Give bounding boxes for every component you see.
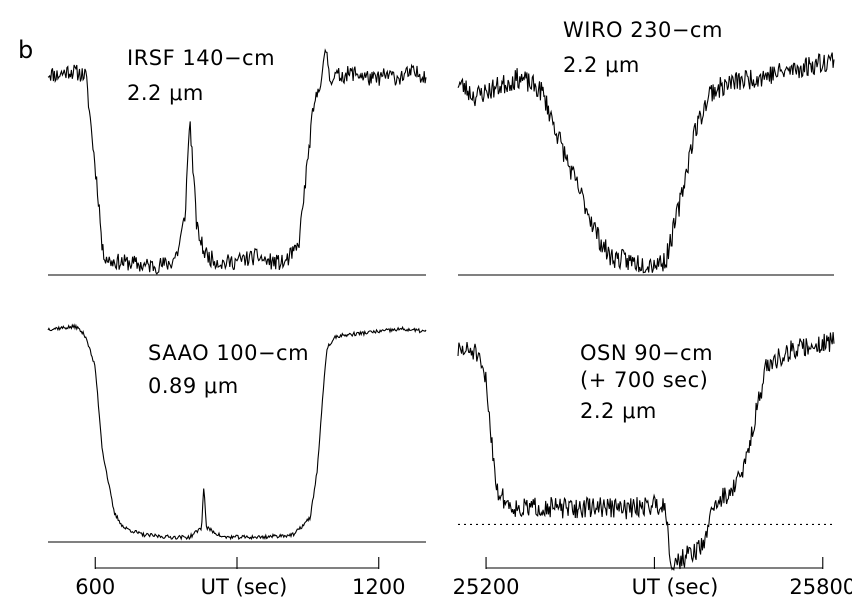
- saao-label-line-2: 0.89 μm: [148, 374, 239, 398]
- right-axis-title: UT (sec): [632, 575, 719, 599]
- osn-light-curve: [457, 332, 835, 572]
- wiro-label-line-1: WIRO 230−cm: [563, 18, 723, 42]
- left-axis-tick-label: 1200: [352, 575, 405, 599]
- left-axis-title: UT (sec): [201, 575, 288, 599]
- wiro-label-line-2: 2.2 μm: [563, 53, 640, 77]
- saao-light-curve: [47, 323, 427, 541]
- irsf-light-curve: [47, 48, 427, 275]
- panel-osn: OSN 90−cm (+ 700 sec) 2.2 μm: [457, 332, 835, 572]
- irsf-label-line-2: 2.2 μm: [127, 81, 204, 105]
- panel-letter: b: [18, 36, 33, 64]
- right-axis-tick-label: 25800: [789, 575, 852, 599]
- osn-label-line-1: OSN 90−cm: [580, 341, 713, 365]
- right-x-axis: UT (sec) 25200 25800: [453, 557, 852, 599]
- osn-label-line-2: (+ 700 sec): [580, 368, 708, 392]
- saao-label-line-1: SAAO 100−cm: [148, 341, 309, 365]
- osn-label-line-3: 2.2 μm: [580, 399, 657, 423]
- irsf-label-line-1: IRSF 140−cm: [127, 46, 275, 70]
- wiro-light-curve: [457, 52, 835, 274]
- panel-wiro: WIRO 230−cm 2.2 μm: [457, 18, 835, 276]
- panel-saao: SAAO 100−cm 0.89 μm: [47, 323, 427, 543]
- right-axis-tick-label: 25200: [453, 575, 520, 599]
- left-axis-tick-label: 600: [75, 575, 115, 599]
- left-x-axis: UT (sec) 600 1200: [75, 557, 405, 599]
- panel-irsf: IRSF 140−cm 2.2 μm: [47, 46, 427, 276]
